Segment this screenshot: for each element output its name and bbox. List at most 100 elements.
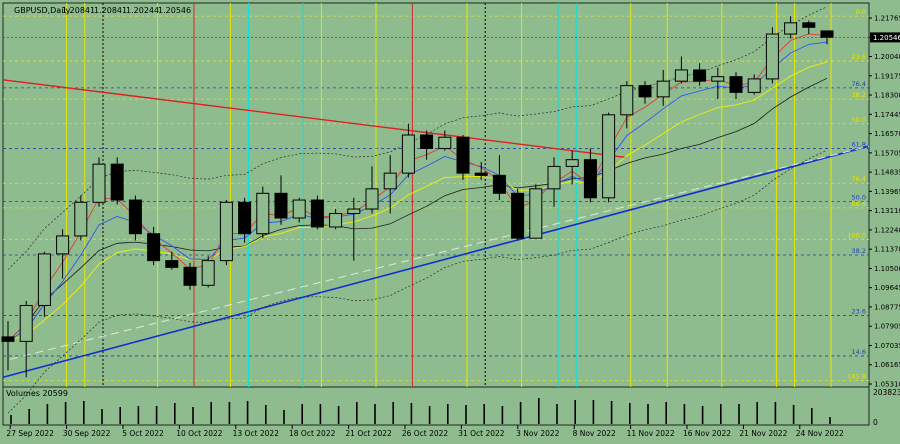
candle-bearish: [638, 85, 652, 98]
current-price-marker: [870, 32, 900, 43]
candle-bullish: [347, 208, 361, 215]
price-tick-label: 1.17445: [874, 111, 900, 119]
date-tick-label: 16 Nov 2022: [683, 429, 731, 438]
candle-bullish: [219, 201, 233, 262]
candle-bullish: [784, 22, 798, 35]
price-tick-label: 1.20040: [874, 53, 900, 61]
candle-bearish: [420, 134, 434, 149]
candle-bullish: [765, 33, 779, 80]
ohlc-open: 1.20841: [62, 6, 95, 15]
ohlc-low: 1.20244: [126, 6, 159, 15]
candle-bearish: [310, 199, 324, 228]
candle-bearish: [492, 174, 506, 194]
price-tick-label: 1.19175: [874, 72, 900, 80]
date-tick-label: 11 Nov 2022: [627, 429, 675, 438]
candle-bearish: [1, 336, 15, 342]
candle-bullish: [529, 188, 543, 239]
price-tick-label: 1.09645: [874, 284, 900, 292]
candle-bullish: [674, 69, 688, 82]
fib-level-label: 0.0: [856, 8, 866, 16]
candle-bullish: [74, 201, 88, 237]
price-tick-label: 1.14835: [874, 169, 900, 177]
fib-level-label: 38.2: [852, 91, 866, 99]
candle-bullish: [56, 235, 70, 255]
date-tick-label: 27 Sep 2022: [6, 429, 54, 438]
sma-line: [7, 77, 828, 342]
date-tick-label: 21 Nov 2022: [739, 429, 787, 438]
price-tick-label: 1.06165: [874, 361, 900, 369]
ema-yellow-line: [7, 61, 828, 342]
fib-level-label: 61.8: [852, 140, 866, 148]
fib-level-label: 76.4: [852, 175, 866, 183]
chart-title: GBPUSD,Daily: [14, 6, 71, 15]
candle-bearish: [474, 172, 488, 176]
candle-bullish: [37, 253, 51, 306]
ema-blue-line: [7, 41, 828, 342]
candle-bullish: [19, 304, 33, 342]
fib-level-label: 88.6: [852, 200, 866, 208]
date-tick-label: 24 Nov 2022: [796, 429, 844, 438]
price-tick-label: 1.05310: [874, 381, 900, 389]
date-tick-label: 18 Oct 2022: [289, 429, 336, 438]
candle-bullish: [92, 163, 106, 203]
candle-bearish: [183, 266, 197, 286]
candle-bearish: [165, 260, 179, 268]
median-trendline: [9, 145, 870, 360]
candle-bullish: [602, 114, 616, 199]
candle-bullish: [747, 78, 761, 93]
fib-level-label: 23.6: [852, 308, 866, 316]
candle-bearish: [274, 192, 288, 219]
date-tick-label: 26 Oct 2022: [402, 429, 449, 438]
date-tick-label: 30 Sep 2022: [63, 429, 111, 438]
fib-level-label: 161.8: [847, 373, 866, 381]
candle-bullish: [292, 199, 306, 219]
volume-zero-label: 0: [873, 418, 878, 427]
candle-bearish: [693, 69, 707, 82]
date-tick-label: 31 Oct 2022: [458, 429, 505, 438]
date-tick-label: 8 Nov 2022: [573, 429, 616, 438]
price-tick-label: 1.18300: [874, 92, 900, 100]
candle-bullish: [565, 159, 579, 167]
candle-bullish: [256, 192, 270, 235]
ema-red-line: [7, 33, 828, 342]
candle-bearish: [511, 192, 525, 239]
price-tick-label: 1.21765: [874, 15, 900, 23]
date-tick-label: 21 Oct 2022: [345, 429, 392, 438]
candle-bullish: [401, 134, 415, 174]
price-tick-label: 1.07035: [874, 342, 900, 350]
fib-level-label: 23.6: [852, 53, 866, 61]
candle-bearish: [128, 199, 142, 235]
support-trendline: [2, 145, 870, 379]
candle-bullish: [365, 188, 379, 210]
candle-bullish: [711, 76, 725, 82]
candle-bearish: [820, 30, 834, 38]
resistance-trendline: [2, 79, 627, 159]
fib-level-label: 14.6: [852, 348, 866, 356]
candle-bullish: [656, 80, 670, 98]
candle-bearish: [238, 201, 252, 235]
fib-level-label: 100.0: [847, 231, 866, 239]
price-tick-label: 1.07905: [874, 323, 900, 331]
ohlc-close: 1.20546: [158, 6, 191, 15]
date-tick-label: 5 Oct 2022: [122, 429, 164, 438]
fib-level-label: 38.2: [852, 247, 866, 255]
fib-level-label: 50.0: [852, 116, 866, 124]
volume-label: Volumes 20599: [6, 389, 68, 398]
price-tick-label: 1.10500: [874, 265, 900, 273]
price-tick-label: 1.13965: [874, 188, 900, 196]
date-tick-label: 13 Oct 2022: [233, 429, 280, 438]
current-price-label: 1.20546: [873, 34, 900, 42]
price-tick-label: 1.12240: [874, 226, 900, 234]
candle-bullish: [620, 85, 634, 116]
candle-bearish: [147, 233, 161, 262]
price-tick-label: 1.11370: [874, 246, 900, 254]
price-tick-label: 1.15705: [874, 149, 900, 157]
price-tick-label: 1.13110: [874, 207, 900, 215]
date-tick-label: 10 Oct 2022: [176, 429, 223, 438]
candle-bullish: [329, 213, 343, 228]
candle-bullish: [547, 165, 561, 190]
fib-level-label: 76.4: [852, 80, 866, 88]
candle-bearish: [802, 22, 816, 28]
